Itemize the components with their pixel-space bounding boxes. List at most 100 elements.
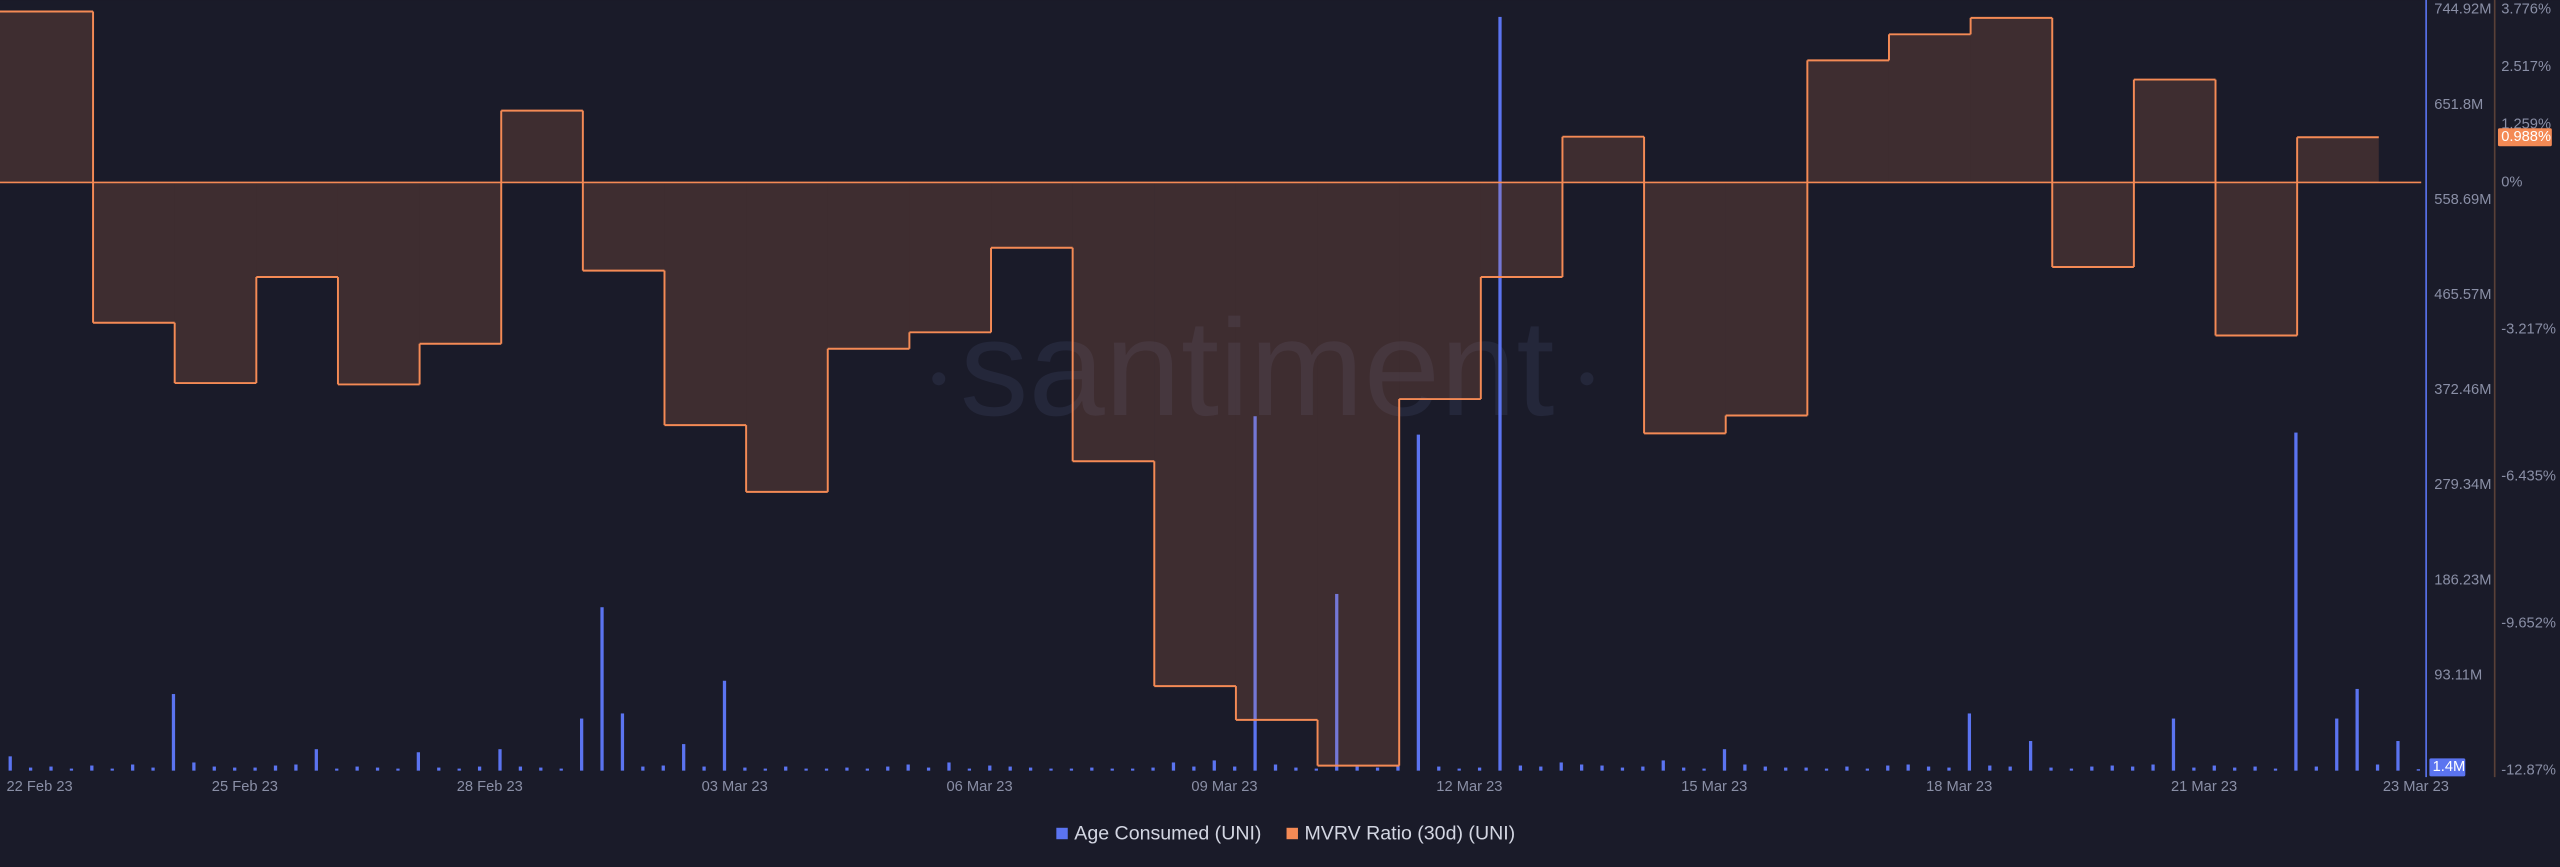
area-step xyxy=(1480,182,1563,278)
bar xyxy=(396,768,400,771)
area-step xyxy=(1562,136,1645,183)
bar xyxy=(2090,766,2094,771)
bar xyxy=(2375,764,2380,771)
area-step xyxy=(93,182,175,323)
bar xyxy=(1784,767,1788,771)
bar xyxy=(2416,769,2420,771)
bar xyxy=(2335,718,2339,771)
bar xyxy=(457,768,461,771)
bar xyxy=(518,766,523,771)
legend-label[interactable]: Age Consumed (UNI) xyxy=(1074,822,1261,844)
bar xyxy=(1314,768,1318,771)
bar xyxy=(1539,766,1543,771)
bar xyxy=(620,713,625,771)
area-step xyxy=(256,182,338,278)
area-step xyxy=(2297,137,2379,183)
bar xyxy=(1008,766,1012,771)
bar xyxy=(273,765,278,771)
bar xyxy=(1273,764,1278,771)
bar xyxy=(661,765,665,771)
bar xyxy=(1028,767,1033,771)
bar xyxy=(335,768,339,771)
y2-tick-label: -3.217% xyxy=(2501,321,2556,337)
bar xyxy=(1967,713,1972,771)
watermark-dot xyxy=(932,372,946,386)
x-tick-label: 21 Mar 23 xyxy=(2171,779,2237,795)
bar xyxy=(2028,741,2033,771)
bar xyxy=(1763,766,1767,771)
bar xyxy=(477,766,482,771)
bar xyxy=(743,767,747,771)
bar xyxy=(539,767,543,771)
bar xyxy=(580,718,584,771)
bar xyxy=(2049,767,2053,771)
y-tick-label: 372.46M xyxy=(2434,382,2491,398)
bar xyxy=(1926,766,1931,771)
bar xyxy=(498,749,502,771)
bar xyxy=(375,767,380,771)
y-tick-label: 651.8M xyxy=(2434,97,2483,113)
area-step xyxy=(1317,182,1400,766)
bar xyxy=(2396,741,2400,771)
bar xyxy=(1518,765,1523,771)
legend-swatch[interactable] xyxy=(1056,827,1068,840)
area-step xyxy=(1235,182,1318,720)
bar xyxy=(824,768,829,771)
bar xyxy=(8,756,12,771)
bar xyxy=(1743,764,1747,771)
bar xyxy=(1498,16,1502,771)
bar xyxy=(1620,767,1625,771)
bar xyxy=(641,766,645,771)
y-tick-label: 558.69M xyxy=(2434,192,2491,208)
bar xyxy=(355,766,359,771)
bar xyxy=(151,767,155,771)
area-step xyxy=(174,182,257,384)
bar xyxy=(2110,765,2114,771)
bar xyxy=(1722,749,1727,771)
area-step xyxy=(2052,182,2134,267)
bar xyxy=(1641,766,1645,771)
area-step xyxy=(501,110,583,183)
bar xyxy=(1906,764,1910,771)
legend: Age Consumed (UNI) MVRV Ratio (30d) (UNI) xyxy=(1056,822,1515,844)
bar xyxy=(2233,767,2237,771)
area-step xyxy=(827,182,910,349)
x-tick-label: 03 Mar 23 xyxy=(702,779,768,795)
legend-swatch[interactable] xyxy=(1286,827,1298,840)
area-step xyxy=(746,182,828,492)
bar xyxy=(804,768,808,771)
bar xyxy=(947,762,951,771)
bar xyxy=(1702,768,1706,771)
x-tick-label: 18 Mar 23 xyxy=(1926,779,1992,795)
bar xyxy=(1375,767,1380,771)
bar xyxy=(49,766,53,771)
bar xyxy=(1845,766,1849,771)
bar xyxy=(682,744,686,771)
bar xyxy=(2253,766,2257,771)
y-tick-label: 186.23M xyxy=(2434,572,2491,588)
x-tick-label: 22 Feb 23 xyxy=(7,779,73,795)
bar xyxy=(722,680,727,771)
bar xyxy=(1110,768,1114,771)
area-step xyxy=(1725,182,1808,416)
bar xyxy=(1212,760,1216,771)
bar xyxy=(1661,760,1665,771)
legend-label[interactable]: MVRV Ratio (30d) (UNI) xyxy=(1304,822,1515,844)
bar xyxy=(171,694,176,771)
area-step xyxy=(664,182,747,426)
bar xyxy=(2314,766,2318,771)
bar xyxy=(69,768,74,771)
area-step xyxy=(1399,182,1481,400)
area-step xyxy=(1072,182,1155,462)
bar xyxy=(1865,768,1869,771)
bar xyxy=(253,767,257,771)
bar xyxy=(559,768,563,771)
bar xyxy=(416,752,420,771)
watermark-dot xyxy=(1580,372,1594,386)
x-tick-label: 09 Mar 23 xyxy=(1191,779,1257,795)
bar xyxy=(2355,688,2359,771)
bar xyxy=(294,764,298,771)
area-step xyxy=(0,11,94,183)
